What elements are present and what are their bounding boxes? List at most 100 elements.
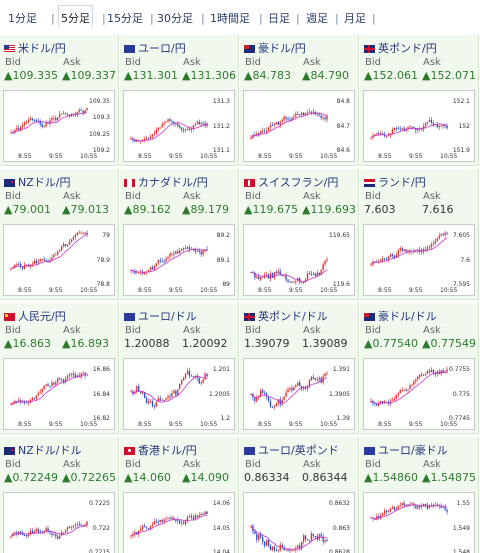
mini-candlestick-chart[interactable]: 131.3 131.2 131.1 8:55 9:55 10:55 xyxy=(123,90,235,162)
x-axis-tick-label: 8:55 xyxy=(258,287,272,294)
pair-name[interactable]: ランド/円 xyxy=(378,176,426,189)
ask-value: ▲1.54875 xyxy=(422,471,476,484)
candle-body xyxy=(84,232,86,234)
candle-body xyxy=(318,378,320,380)
pair-name[interactable]: NZドル/ドル xyxy=(18,444,82,457)
pair-name[interactable]: ユーロ/英ポンド xyxy=(258,444,339,457)
tab-monthly[interactable]: 月足 xyxy=(344,12,366,25)
tab-30min[interactable]: 30分足 xyxy=(157,12,193,25)
chart-plot xyxy=(130,367,208,410)
pair-title-link[interactable]: 豪ドル/ドル xyxy=(364,309,437,325)
pair-name[interactable]: 香港ドル/円 xyxy=(138,444,197,457)
tab-weekly[interactable]: 週足 xyxy=(306,12,328,25)
pair-name[interactable]: 英ポンド/ドル xyxy=(258,310,328,323)
candle-body xyxy=(59,113,61,118)
currency-pair-cell[interactable]: カナダドル/円 Bid Ask ▲89.162 ▲89.179 89.2 89.1 89 8:5… xyxy=(120,169,239,300)
currency-pair-cell[interactable]: 豪ドル/ドル Bid Ask ▲0.77540 ▲0.77549 0.7755 0.775 0… xyxy=(360,303,479,434)
pair-name[interactable]: ユーロ/ドル xyxy=(138,310,197,323)
candle-body xyxy=(260,534,262,538)
currency-pair-cell[interactable]: ユーロ/英ポンド Bid Ask 0.86334 0.86344 0.8632 0.863 0… xyxy=(240,437,359,553)
candle-body xyxy=(171,517,173,519)
currency-pair-cell[interactable]: 英ポンド/円 Bid Ask ▲152.061 ▲152.071 152.1 152 151.… xyxy=(360,35,479,166)
pair-title-link[interactable]: 香港ドル/円 xyxy=(124,443,197,459)
candle-body xyxy=(401,502,403,505)
candle-body xyxy=(25,122,28,124)
currency-pair-cell[interactable]: スイスフラン/円 Bid Ask ▲119.675 ▲119.693 119.65 119.… xyxy=(240,169,359,300)
currency-pair-cell[interactable]: ユーロ/豪ドル Bid Ask ▲1.54860 ▲1.54875 1.55 1.549 1.… xyxy=(360,437,479,553)
pair-title-link[interactable]: 英ポンド/円 xyxy=(364,41,437,57)
pair-title-link[interactable]: NZドル/円 xyxy=(4,175,70,191)
candle-body xyxy=(426,121,429,123)
pair-title-link[interactable]: 米ドル/円 xyxy=(4,41,66,57)
candle-body xyxy=(277,271,279,274)
x-axis-tick-label: 10:55 xyxy=(80,287,98,294)
tab-1hour[interactable]: 1時間足 xyxy=(210,12,250,25)
pair-title-link[interactable]: ユーロ/英ポンド xyxy=(244,443,339,459)
candle-body xyxy=(179,520,181,523)
x-axis-tick-label: 8:55 xyxy=(138,421,152,428)
pair-name[interactable]: 豪ドル/ドル xyxy=(378,310,437,323)
candle-body xyxy=(415,251,417,253)
pair-title-link[interactable]: スイスフラン/円 xyxy=(244,175,338,191)
mini-candlestick-chart[interactable]: 1.391 1.3905 1.39 8:55 9:55 10:55 xyxy=(243,358,355,430)
pair-name[interactable]: NZドル/円 xyxy=(18,176,71,189)
pair-name[interactable]: ユーロ/豪ドル xyxy=(378,444,448,457)
currency-pair-cell[interactable]: 人民元/円 Bid Ask ▲16.863 ▲16.893 16.86 16.84 16.82… xyxy=(0,303,119,434)
pair-name[interactable]: 米ドル/円 xyxy=(18,42,66,55)
pair-name[interactable]: 人民元/円 xyxy=(18,310,66,323)
currency-pair-cell[interactable]: NZドル/ドル Bid Ask ▲0.72249 ▲0.72265 0.7225 0.722… xyxy=(0,437,119,553)
pair-title-link[interactable]: NZドル/ドル xyxy=(4,443,81,459)
mini-candlestick-chart[interactable]: 7.605 7.6 7.595 8:55 9:55 10:55 xyxy=(363,224,475,296)
candle-body xyxy=(438,235,440,239)
mini-candlestick-chart[interactable]: 79 78.9 78.8 8:55 9:55 10:55 xyxy=(3,224,115,296)
candle-body xyxy=(256,133,258,135)
pair-name[interactable]: カナダドル/円 xyxy=(138,176,208,189)
currency-pair-cell[interactable]: ランド/円 Bid Ask 7.603 7.616 7.605 7.6 7.595 8:55 9:… xyxy=(360,169,479,300)
pair-name[interactable]: ユーロ/円 xyxy=(138,42,186,55)
currency-pair-cell[interactable]: 米ドル/円 Bid Ask ▲109.335 ▲109.337 109.35 109.3 10… xyxy=(0,35,119,166)
mini-candlestick-chart[interactable]: 0.7755 0.775 0.7745 8:55 9:55 10:55 xyxy=(363,358,475,430)
tab-1min[interactable]: 1分足 xyxy=(8,12,37,25)
pair-name[interactable]: スイスフラン/円 xyxy=(258,176,339,189)
currency-pair-cell[interactable]: 豪ドル/円 Bid Ask ▲84.783 ▲84.790 84.8 84.7 84.6 8:5… xyxy=(240,35,359,166)
tab-5min[interactable]: 5分足 xyxy=(58,5,93,37)
mini-candlestick-chart[interactable]: 89.2 89.1 89 8:55 9:55 10:55 xyxy=(123,224,235,296)
tab-15min[interactable]: 15分足 xyxy=(107,12,143,25)
pair-title-link[interactable]: ランド/円 xyxy=(364,175,426,191)
pair-title-link[interactable]: 人民元/円 xyxy=(4,309,66,325)
candle-body xyxy=(161,261,163,262)
mini-candlestick-chart[interactable]: 152.1 152 151.9 8:55 9:55 10:55 xyxy=(363,90,475,162)
currency-pair-cell[interactable]: ユーロ/円 Bid Ask ▲131.301 ▲131.306 131.3 131.2 131… xyxy=(120,35,239,166)
x-axis-tick-label: 8:55 xyxy=(378,287,392,294)
flag-icon xyxy=(244,447,255,455)
candle-body xyxy=(403,389,405,391)
candle-body xyxy=(432,122,435,125)
pair-title-link[interactable]: ユーロ/円 xyxy=(124,41,186,57)
pair-name[interactable]: 英ポンド/円 xyxy=(378,42,437,55)
pair-title-link[interactable]: 豪ドル/円 xyxy=(244,41,306,57)
currency-pair-cell[interactable]: NZドル/円 Bid Ask ▲79.001 ▲79.013 79 78.9 78.8 8:55… xyxy=(0,169,119,300)
candle-body xyxy=(420,128,423,130)
mini-candlestick-chart[interactable]: 84.8 84.7 84.6 8:55 9:55 10:55 xyxy=(243,90,355,162)
currency-pair-cell[interactable]: ユーロ/ドル Bid Ask 1.20088 1.20092 1.201 1.2005 1.2… xyxy=(120,303,239,434)
pair-title-link[interactable]: 英ポンド/ドル xyxy=(244,309,328,325)
candle-body xyxy=(186,370,189,375)
mini-candlestick-chart[interactable]: 16.86 16.84 16.82 8:55 9:55 10:55 xyxy=(3,358,115,430)
pair-title-link[interactable]: ユーロ/ドル xyxy=(124,309,197,325)
currency-pair-cell[interactable]: 英ポンド/ドル Bid Ask 1.39079 1.39089 1.391 1.3905 1.… xyxy=(240,303,359,434)
pair-title-link[interactable]: カナダドル/円 xyxy=(124,175,208,191)
mini-candlestick-chart[interactable]: 1.201 1.2005 1.2 8:55 9:55 10:55 xyxy=(123,358,235,430)
bid-label: Bid xyxy=(5,325,21,336)
currency-pair-cell[interactable]: 香港ドル/円 Bid Ask ▲14.060 ▲14.090 14.06 14.05 14.0… xyxy=(120,437,239,553)
mini-candlestick-chart[interactable]: 119.65 119.6 8:55 9:55 10:55 xyxy=(243,224,355,296)
mini-candlestick-chart[interactable]: 109.35 109.3 109.25 109.2 8:55 9:55 10:55 xyxy=(3,90,115,162)
pair-title-link[interactable]: ユーロ/豪ドル xyxy=(364,443,448,459)
pair-name[interactable]: 豪ドル/円 xyxy=(258,42,306,55)
candle-body xyxy=(66,244,69,246)
tab-daily[interactable]: 日足 xyxy=(268,12,290,25)
candle-body xyxy=(80,110,82,111)
